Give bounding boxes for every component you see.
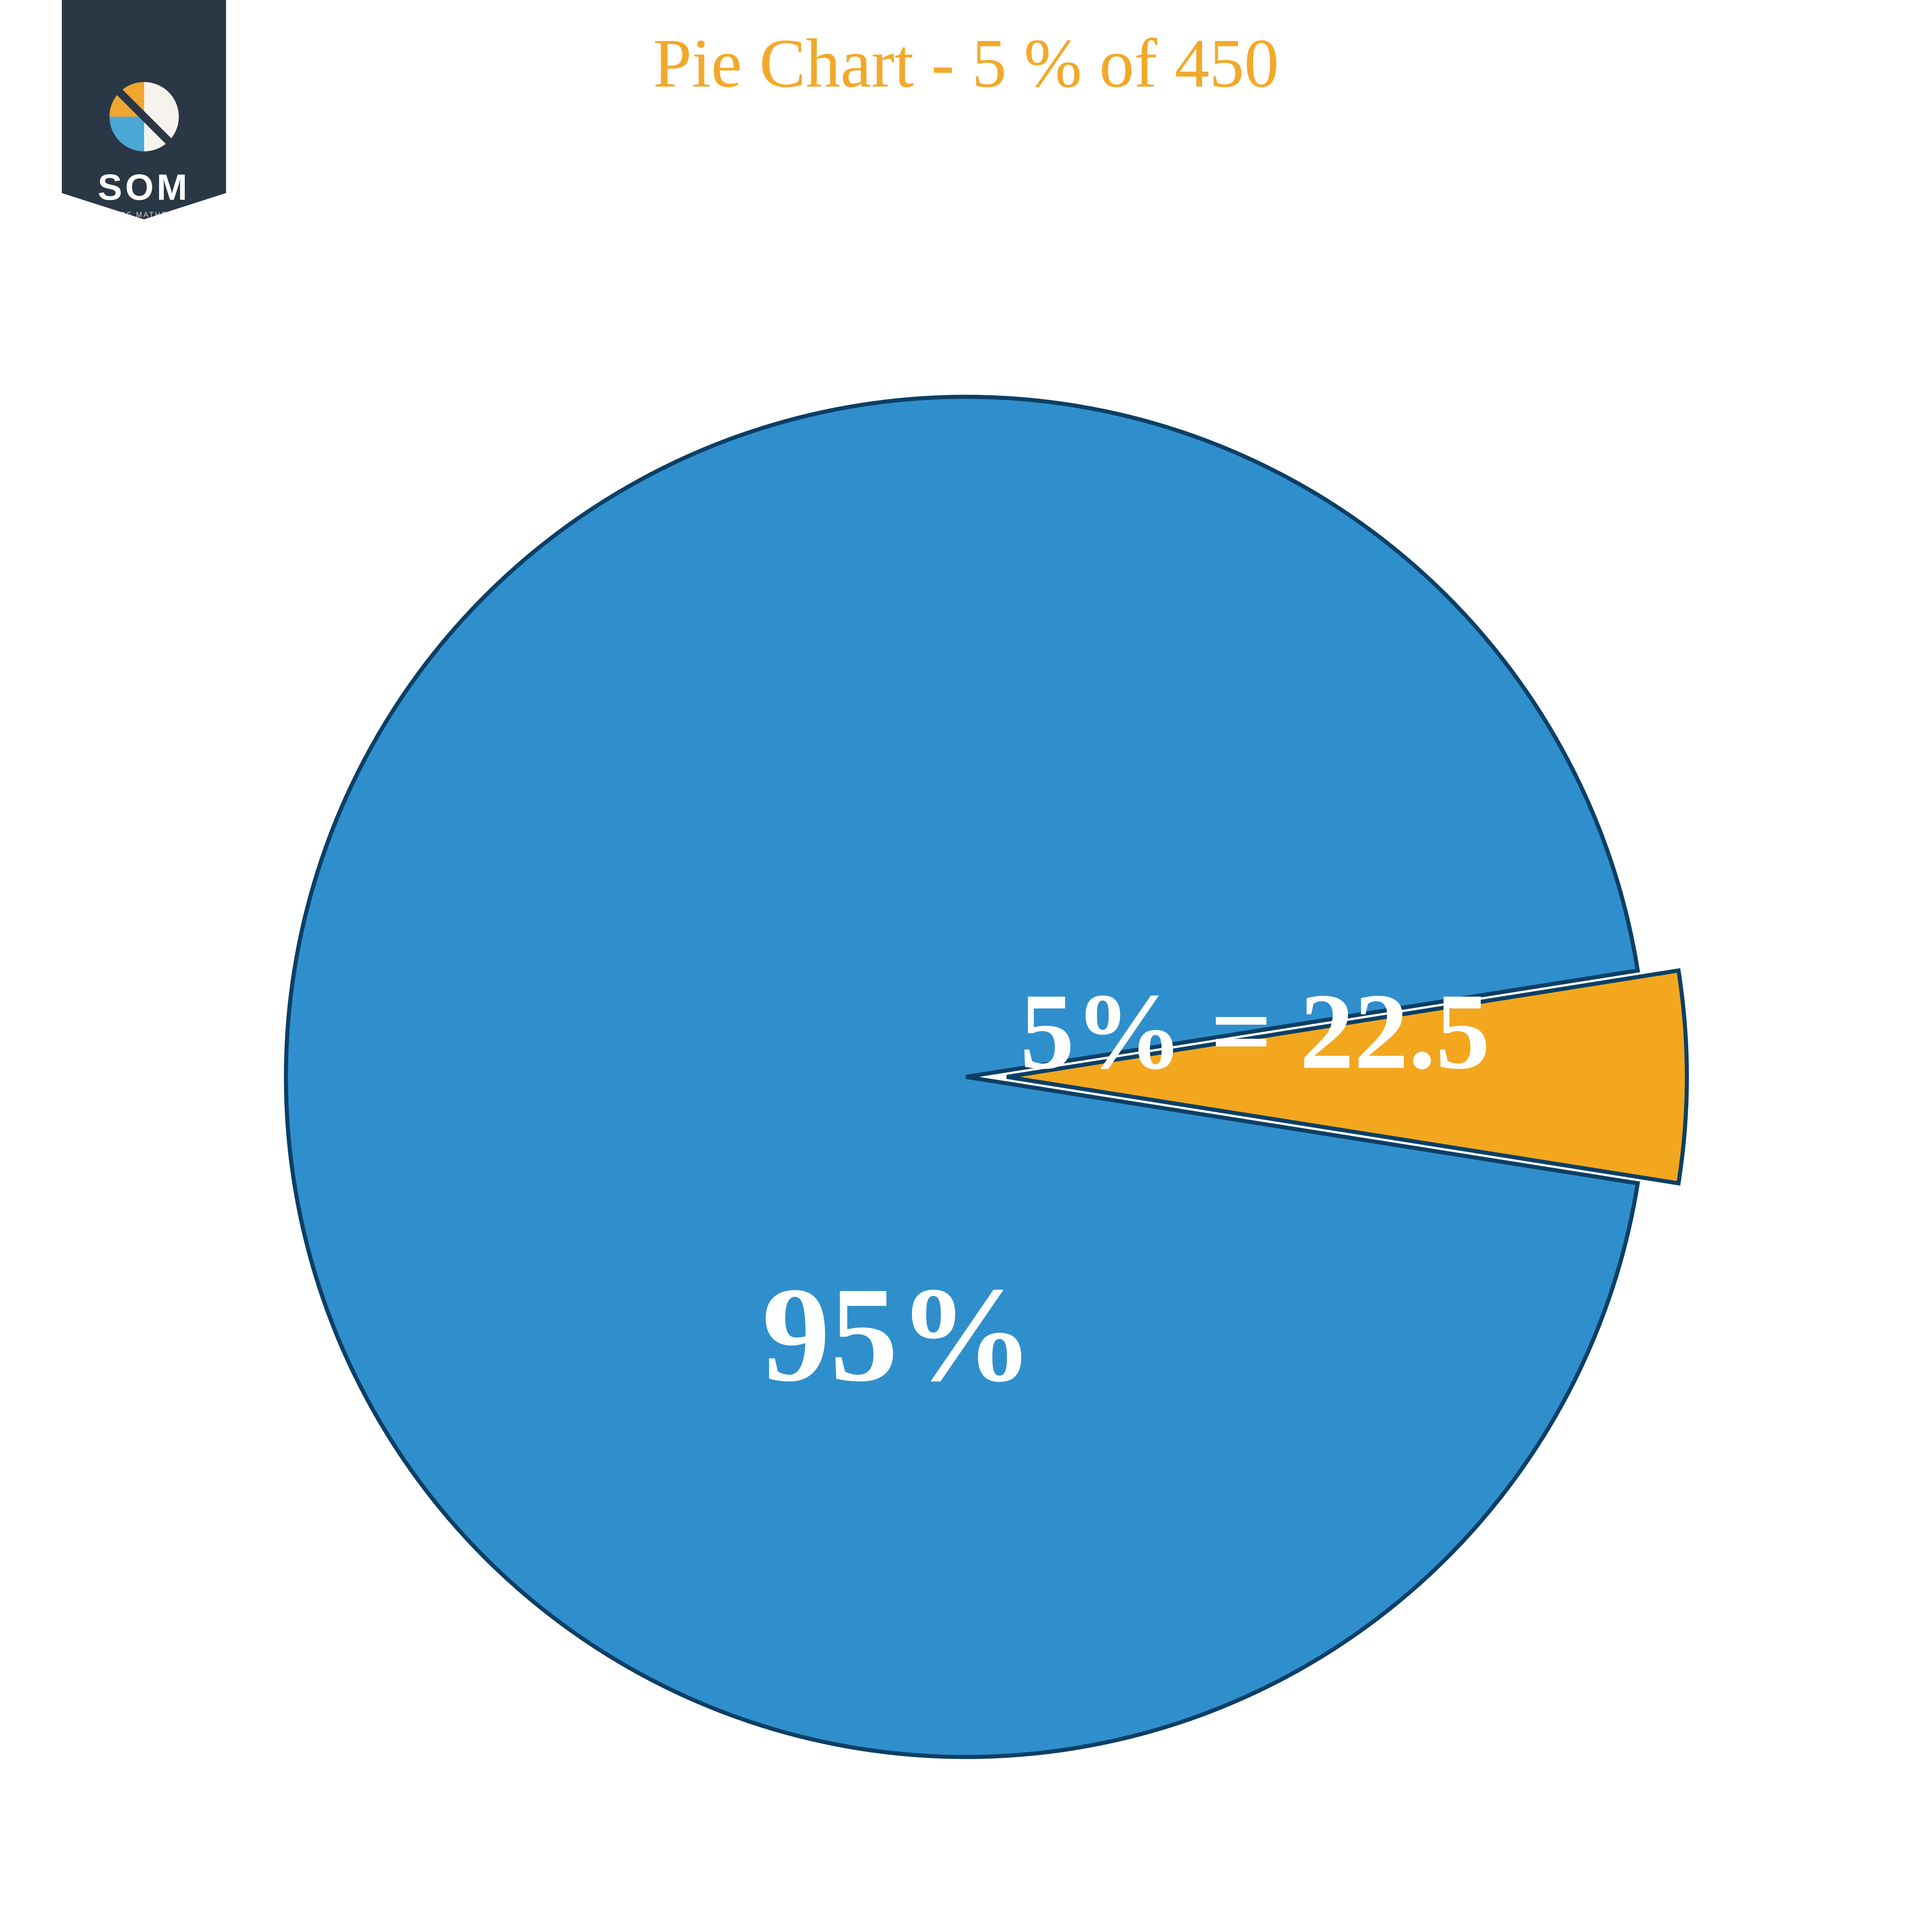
content-area: Pie Chart - 5 % of 450 5% = 22.5 95% — [0, 0, 1932, 1932]
logo-badge: SOM STORY OF MATHEMATICS — [62, 0, 226, 219]
pie-chart: 5% = 22.5 95% — [116, 227, 1816, 1927]
logo-quad-bl — [109, 117, 144, 151]
logo-text: SOM — [98, 169, 190, 206]
pie-label-0: 5% = 22.5 — [1020, 971, 1490, 1092]
pie-label-1: 95% — [762, 1259, 1034, 1410]
logo-mark-icon — [105, 77, 184, 156]
pie-container: 5% = 22.5 95% — [0, 111, 1932, 1932]
page-root: SOM STORY OF MATHEMATICS Pie Chart - 5 %… — [0, 0, 1932, 1449]
logo-quad-tr — [144, 82, 179, 117]
chart-title: Pie Chart - 5 % of 450 — [653, 23, 1279, 103]
